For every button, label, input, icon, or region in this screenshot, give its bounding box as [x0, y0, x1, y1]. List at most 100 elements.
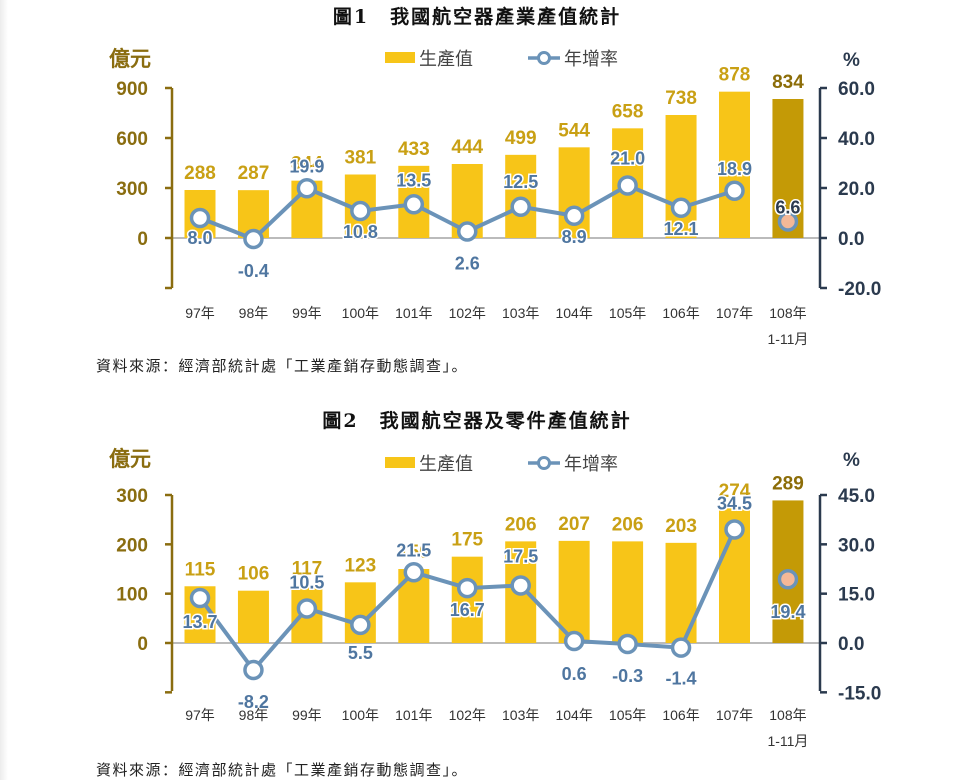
- growth-rate-label: -0.3: [612, 666, 643, 686]
- growth-rate-label: 18.9: [717, 159, 752, 179]
- legend-marker-icon: [537, 51, 551, 65]
- bar: [612, 541, 644, 643]
- growth-rate-marker: [563, 205, 585, 226]
- growth-rate-label: 10.8: [343, 222, 378, 242]
- bar-value-label: 123: [344, 555, 376, 576]
- figure-1-chart: 生產值 年增率 億元 % 288 287 344 381 433 444 499 544 658 738 8…: [109, 47, 881, 347]
- left-axis-unit: 億元: [109, 47, 151, 71]
- bar-value-label: 878: [719, 65, 751, 86]
- legend-bar-swatch-icon: [385, 52, 415, 63]
- x-axis-category-label: 105年: [609, 305, 646, 321]
- growth-rate-marker: [777, 568, 799, 590]
- bar-value-label: 117: [292, 558, 323, 579]
- growth-rate-label: -1.4: [666, 669, 697, 689]
- x-axis-category-label: 101年: [395, 707, 432, 723]
- x-axis-category-label: 98年: [239, 305, 269, 321]
- x-axis-category-label: 108年: [769, 707, 806, 723]
- growth-rate-marker: [724, 180, 745, 201]
- figure-2-title: 圖2 我國航空器及零件產值統計: [322, 410, 632, 432]
- bar-value-label: 433: [398, 139, 430, 160]
- bar-value-label: 287: [238, 163, 270, 184]
- x-axis-category-sublabel: 1-11月: [767, 331, 808, 347]
- x-axis-category-label: 97年: [185, 707, 215, 723]
- x-axis-category-label: 104年: [555, 305, 592, 321]
- x-axis-category-label: 98年: [239, 707, 269, 723]
- growth-rate-label: 13.7: [182, 612, 217, 632]
- bar: [451, 556, 483, 643]
- growth-rate-label: 12.5: [503, 172, 538, 192]
- bar-value-label: 381: [344, 148, 376, 169]
- growth-rate-label: 8.9: [562, 227, 587, 247]
- growth-rate-label: 19.4: [770, 602, 805, 622]
- right-axis-unit: %: [843, 50, 860, 71]
- x-axis-category-label: 106年: [662, 707, 699, 723]
- figure-2-source: 資料來源：經濟部統計處「工業產銷存動態調查」。: [96, 761, 469, 779]
- legend-line-label: 年增率: [564, 49, 618, 69]
- growth-rate-label: 16.7: [450, 600, 485, 620]
- bar-value-label: 738: [665, 88, 697, 109]
- growth-rate-marker: [243, 659, 264, 681]
- left-axis-tick-label: 200: [116, 535, 148, 556]
- bar: [505, 154, 537, 238]
- x-axis-category-label: 108年: [769, 305, 806, 321]
- x-axis-category-label: 103年: [502, 707, 539, 723]
- growth-rate-marker: [670, 197, 692, 218]
- growth-rate-marker: [777, 211, 799, 232]
- growth-rate-label: 8.0: [187, 228, 212, 248]
- x-axis-category-label: 103年: [502, 305, 539, 321]
- legend-bar-label: 生產值: [419, 49, 473, 69]
- right-axis-tick-label: 0.0: [838, 229, 864, 250]
- bar-value-label: 175: [451, 530, 483, 551]
- growth-rate-marker: [350, 200, 371, 222]
- right-axis-tick-label: 15.0: [838, 585, 875, 606]
- right-axis-tick-label: 40.0: [838, 129, 875, 150]
- x-axis-category-label: 104年: [555, 707, 592, 723]
- right-axis-tick-label: 45.0: [838, 486, 875, 507]
- growth-rate-label: 21.0: [610, 149, 645, 169]
- growth-rate-label: 17.5: [503, 546, 538, 566]
- growth-rate-label: 12.1: [664, 219, 699, 239]
- bar-value-label: 499: [505, 128, 537, 149]
- growth-rate-label: 10.5: [289, 572, 324, 592]
- bar-value-label: 207: [558, 514, 590, 535]
- growth-rate-marker: [350, 614, 371, 636]
- left-axis-tick-label: 300: [116, 486, 148, 507]
- left-axis-tick-label: 600: [116, 129, 148, 150]
- x-axis-category-label: 99年: [292, 305, 322, 321]
- growth-rate-marker: [724, 519, 745, 540]
- growth-rate-marker: [457, 221, 478, 242]
- growth-rate-marker: [296, 178, 318, 199]
- x-axis-category-label: 100年: [342, 707, 379, 723]
- x-axis-category-label: 101年: [395, 305, 432, 321]
- bar-value-label: 206: [612, 514, 644, 535]
- bar-value-label: 289: [772, 473, 804, 494]
- left-axis-tick-label: 0: [137, 229, 148, 250]
- legend-bar-swatch-icon: [385, 457, 415, 468]
- bar-value-label: 288: [184, 163, 216, 184]
- left-axis-tick-label: 0: [137, 634, 148, 655]
- growth-rate-marker: [189, 207, 211, 229]
- x-axis-category-label: 97年: [185, 305, 215, 321]
- right-axis-tick-label: 60.0: [838, 79, 875, 100]
- x-axis-category-sublabel: 1-11月: [767, 733, 808, 749]
- legend-marker-icon: [537, 456, 551, 470]
- growth-rate-label: 21.5: [396, 540, 431, 560]
- x-axis-category-label: 100年: [342, 305, 379, 321]
- x-axis-category-label: 102年: [449, 305, 486, 321]
- right-axis-tick-label: 0.0: [838, 634, 864, 655]
- growth-rate-marker: [403, 194, 425, 215]
- right-axis-tick-label: -15.0: [838, 683, 881, 704]
- left-axis-tick-label: 100: [116, 585, 148, 606]
- growth-rate-marker: [243, 228, 264, 250]
- legend-bar-label: 生產值: [419, 454, 473, 474]
- bar-value-label: 834: [772, 72, 804, 93]
- growth-rate-marker: [510, 196, 531, 217]
- bar-value-label: 203: [665, 516, 697, 537]
- bar-value-label: 658: [612, 101, 644, 122]
- growth-rate-label: -0.4: [238, 261, 269, 281]
- page-edge-shadow: [0, 0, 8, 780]
- growth-rate-label: 13.5: [396, 170, 431, 190]
- growth-rate-label: -8.2: [238, 692, 269, 712]
- growth-rate-marker: [189, 587, 211, 609]
- bar-value-label: 106: [238, 564, 270, 585]
